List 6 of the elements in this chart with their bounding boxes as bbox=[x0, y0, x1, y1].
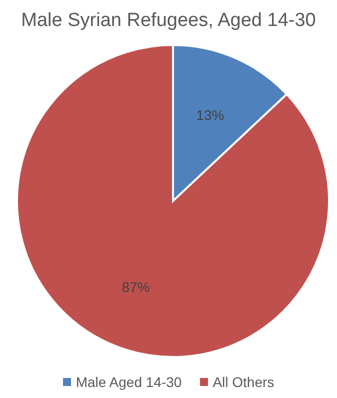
slice-label: All Others bbox=[212, 374, 274, 390]
data-label: 13% bbox=[196, 107, 224, 124]
legend-label: Male Aged 14-30 bbox=[76, 374, 182, 390]
chart-title: Male Syrian Refugees, Aged 14-30 bbox=[20, 10, 317, 32]
data-label: 87% bbox=[122, 278, 150, 295]
pie-slice bbox=[16, 44, 330, 358]
